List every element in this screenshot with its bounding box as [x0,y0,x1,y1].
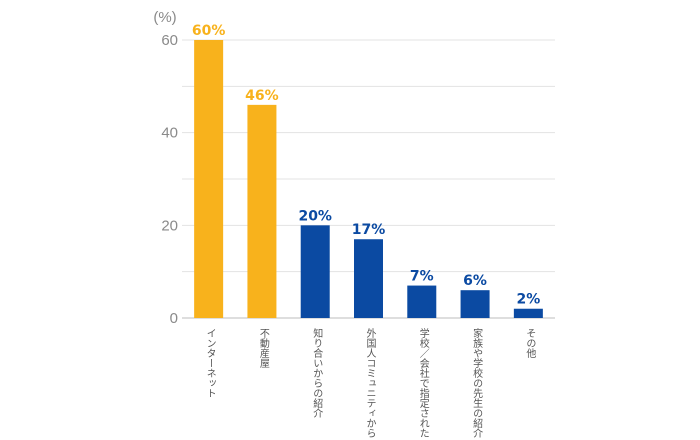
y-axis-ticks: 0 20 40 60 [161,32,178,327]
category-label: その他 [524,328,536,359]
bar [300,225,330,318]
data-label: 6% [463,273,487,289]
y-tick-label: 60 [161,32,178,49]
category-label: 知り合いからの紹介 [311,327,323,418]
data-label: 17% [352,222,386,238]
bar [460,290,490,318]
category-label: 学校／会社で指定された [417,327,429,438]
category-label: 家族や学校の先生の紹介 [471,327,483,438]
data-label: 20% [298,208,332,224]
bar [513,308,543,318]
data-labels: 60% 46% 20% 17% 7% 6% 2% [192,23,540,308]
bar [407,285,437,318]
data-label: 2% [516,292,540,308]
data-label: 60% [192,23,226,39]
y-tick-label: 20 [161,217,178,234]
y-tick-label: 40 [161,125,178,142]
category-labels: インターネット 不動産屋 知り合いからの紹介 外国人コミュニティから 学校／会社で指定さ… [204,327,536,438]
category-label: 外国人コミュニティから [364,328,376,438]
bar [247,104,277,318]
data-label: 7% [410,269,434,285]
category-label: 不動産屋 [257,328,269,368]
y-tick-label: 0 [170,310,178,327]
category-label: インターネット [204,328,216,398]
gridlines [182,39,555,319]
y-axis-unit: (%) [153,9,176,26]
bar [194,40,224,318]
data-label: 46% [245,88,279,104]
bars [194,40,543,318]
bar [354,239,383,318]
